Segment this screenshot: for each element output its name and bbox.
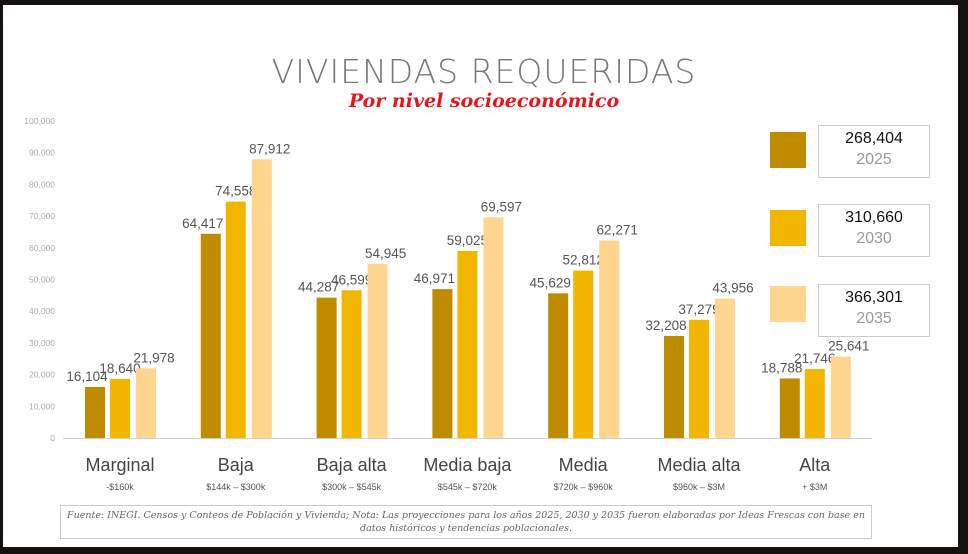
x-category-label: Media baja — [423, 455, 512, 475]
data-label: 18,788 — [761, 360, 802, 375]
data-label: 69,597 — [481, 199, 522, 214]
bar-2030 — [457, 250, 478, 438]
legend-swatch-2025 — [770, 132, 806, 168]
footnote: Fuente: INEGI. Censos y Conteos de Pobla… — [60, 505, 872, 539]
bar-2025 — [316, 297, 337, 438]
legend-total: 310,660 — [845, 209, 903, 226]
y-tick-label: 0 — [50, 433, 55, 443]
data-label: 16,104 — [66, 369, 108, 384]
data-label: 21,746 — [794, 351, 835, 366]
y-tick-label: 50,000 — [29, 275, 55, 285]
bar-2030 — [689, 319, 709, 438]
bar-2035 — [830, 356, 851, 438]
legend-total: 268,404 — [845, 130, 903, 147]
slide — [3, 5, 958, 547]
data-label: 46,599 — [331, 272, 372, 287]
data-label: 64,417 — [182, 216, 223, 231]
y-tick-label: 20,000 — [29, 370, 55, 380]
legend-swatch-2035 — [770, 286, 806, 322]
data-label: 43,956 — [712, 281, 753, 296]
y-tick-label: 80,000 — [29, 179, 55, 189]
bar-2035 — [251, 159, 272, 438]
x-category-sublabel: $960k – $3M — [673, 482, 725, 492]
legend-item-2035: 366,301 2035 — [818, 284, 930, 337]
bar-2035 — [136, 368, 156, 438]
data-label: 21,978 — [133, 350, 174, 365]
bar-2025 — [664, 335, 684, 438]
data-label: 87,912 — [249, 141, 290, 156]
x-category-label: Marginal — [85, 455, 154, 475]
legend-total: 366,301 — [845, 289, 903, 306]
data-label: 44,287 — [298, 280, 339, 295]
bar-2025 — [432, 289, 453, 438]
bar-2035 — [599, 240, 620, 438]
bar-2030 — [225, 201, 246, 438]
data-label: 18,640 — [99, 361, 140, 376]
data-label: 25,641 — [828, 339, 869, 354]
x-category-sublabel: + $3M — [802, 482, 827, 492]
chart-title: VIVIENDAS REQUERIDAS — [271, 52, 697, 91]
y-tick-label: 30,000 — [29, 338, 55, 348]
data-label: 74,558 — [215, 184, 256, 199]
legend-item-2030: 310,660 2030 — [818, 204, 930, 257]
x-category-label: Baja alta — [317, 455, 388, 475]
bar-2030 — [573, 270, 594, 438]
bar-2030 — [804, 369, 825, 438]
y-tick-label: 90,000 — [29, 148, 55, 158]
x-category-sublabel: $300k – $545k — [322, 482, 382, 492]
legend-year: 2025 — [856, 151, 892, 168]
x-category-label: Media — [559, 455, 609, 475]
legend-item-2025: 268,404 2025 — [818, 125, 930, 178]
data-label: 32,208 — [645, 318, 686, 333]
x-category-sublabel: $720k – $960k — [554, 482, 614, 492]
x-category-label: Alta — [799, 455, 831, 475]
data-label: 54,945 — [365, 246, 406, 261]
data-label: 46,971 — [414, 271, 455, 286]
bar-2025 — [548, 293, 569, 438]
data-label: 52,812 — [563, 253, 604, 268]
bar-2030 — [341, 290, 362, 438]
data-label: 37,279 — [678, 302, 719, 317]
bar-2025 — [85, 386, 105, 438]
x-category-sublabel: -$160k — [106, 482, 134, 492]
bar-2030 — [110, 378, 130, 438]
y-tick-label: 10,000 — [29, 401, 55, 411]
bar-2025 — [200, 233, 221, 438]
bar-2035 — [715, 298, 735, 438]
x-category-label: Baja — [218, 455, 255, 475]
data-label: 62,271 — [597, 223, 638, 238]
data-label: 59,025 — [447, 233, 488, 248]
data-label: 45,629 — [530, 275, 571, 290]
legend-year: 2030 — [856, 230, 892, 247]
bar-2025 — [779, 378, 800, 438]
x-category-sublabel: $144k – $300k — [206, 482, 266, 492]
bar-2035 — [367, 263, 388, 438]
y-tick-label: 100,000 — [24, 116, 55, 126]
chart-subtitle: Por nivel socioeconómico — [348, 90, 620, 112]
legend-swatch-2030 — [770, 210, 806, 246]
x-category-sublabel: $545k – $720k — [438, 482, 498, 492]
y-tick-label: 60,000 — [29, 243, 55, 253]
bar-2035 — [483, 217, 504, 438]
y-tick-label: 40,000 — [29, 306, 55, 316]
y-tick-label: 70,000 — [29, 211, 55, 221]
x-category-label: Media alta — [657, 455, 741, 475]
legend-year: 2035 — [856, 310, 892, 327]
